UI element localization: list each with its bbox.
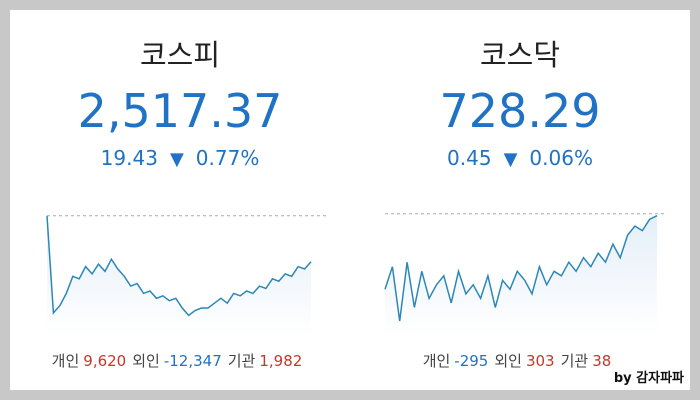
investors: 개인 -295 외인 303 기관 38: [350, 350, 690, 371]
area: [47, 215, 311, 335]
investor-label: 외인: [494, 352, 522, 370]
investor-value: 303: [525, 352, 555, 370]
price-line: [46, 215, 312, 317]
investor-label: 기관: [560, 352, 589, 370]
change-percent: 0.06%: [529, 146, 593, 170]
change-value: 19.43: [100, 146, 158, 170]
investor-value: 9,620: [83, 352, 127, 370]
change: 0.45 ▼ 0.06%: [350, 146, 690, 170]
panel: 코스닥 728.29 0.45 ▼ 0.06% 개인 -295 외인 303 기관 38: [350, 10, 690, 390]
down-arrow: ▼: [503, 149, 518, 170]
investor-label: 개인: [51, 352, 80, 370]
price: 2,517.37: [77, 84, 283, 138]
area: [385, 215, 657, 335]
change-percent: 0.77%: [195, 146, 260, 170]
investor-value: -12,347: [163, 352, 222, 370]
investor-label: 기관: [227, 352, 256, 370]
price: 728.29: [439, 84, 601, 138]
investor-label: 개인: [422, 352, 451, 370]
title: 코스피: [139, 38, 221, 72]
change: 19.43 ▼ 0.77%: [10, 146, 350, 170]
investor-value: 38: [592, 352, 612, 370]
change-value: 0.45: [447, 146, 492, 170]
line-chart: [384, 213, 667, 335]
line-chart: [46, 215, 327, 335]
panel: 코스피 2,517.37 19.43 ▼ 0.77% 개인 9,620 외인 -12,347 기관…: [10, 10, 350, 390]
investor-value: -295: [454, 352, 489, 370]
down-arrow: ▼: [169, 149, 184, 170]
investors: 개인 9,620 외인 -12,347 기관 1,982: [10, 350, 350, 371]
investor-label: 외인: [132, 352, 160, 370]
price-line: [384, 215, 658, 322]
title: 코스닥: [479, 38, 561, 72]
investor-value: 1,982: [259, 352, 303, 370]
watermark: by 감자파파: [613, 371, 684, 386]
